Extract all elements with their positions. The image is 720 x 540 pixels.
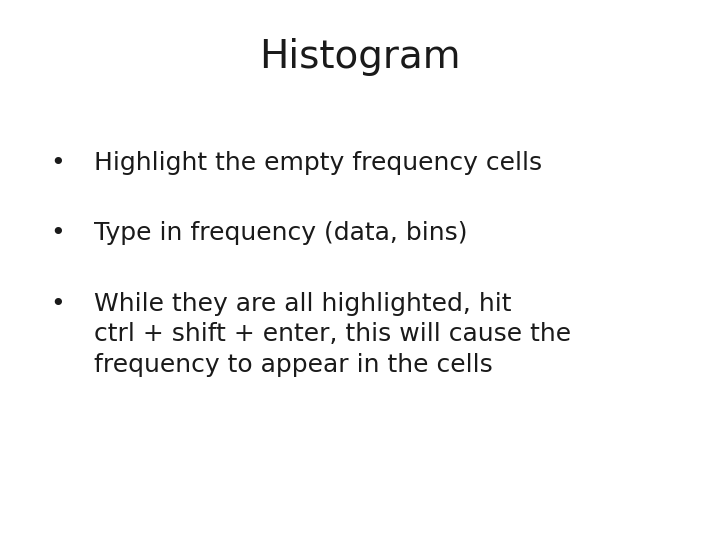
Text: Type in frequency (data, bins): Type in frequency (data, bins) [94, 221, 467, 245]
Text: While they are all highlighted, hit
ctrl + shift + enter, this will cause the
fr: While they are all highlighted, hit ctrl… [94, 292, 571, 377]
Text: •: • [50, 221, 65, 245]
Text: •: • [50, 151, 65, 175]
Text: Histogram: Histogram [259, 38, 461, 76]
Text: •: • [50, 292, 65, 315]
Text: Highlight the empty frequency cells: Highlight the empty frequency cells [94, 151, 541, 175]
